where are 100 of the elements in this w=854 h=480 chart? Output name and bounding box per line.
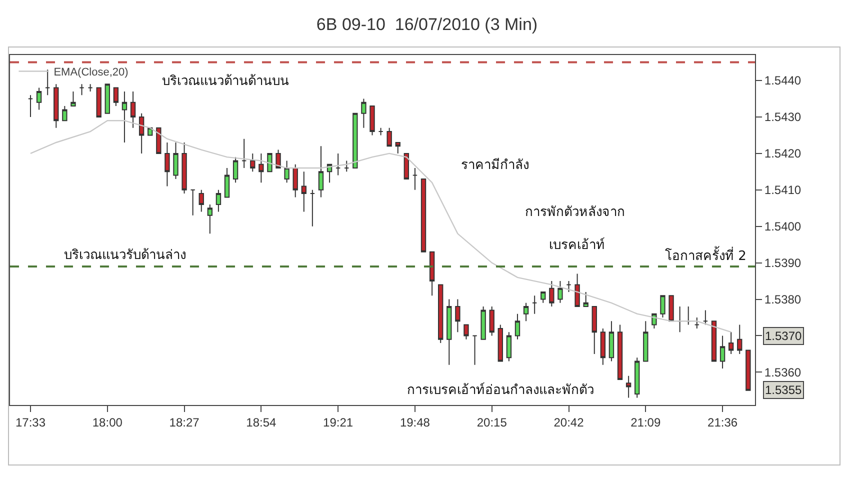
- candlestick: [626, 375, 632, 398]
- candlestick: [720, 335, 726, 370]
- annotation: การเบรคเอ้าท์อ่อนกำลงและพักตัว: [407, 382, 594, 398]
- annotation: บริเวณแนวรับด้านล่าง: [64, 248, 186, 263]
- x-tick-label: 18:54: [246, 415, 277, 430]
- annotation: การพักตัวหลังจาก: [525, 205, 625, 220]
- candlestick: [429, 251, 435, 296]
- candlestick: [592, 306, 597, 354]
- candlestick: [549, 280, 554, 308]
- candlestick: [54, 84, 59, 128]
- candlestick: [96, 87, 102, 118]
- x-tick-label: 20:42: [554, 415, 584, 430]
- candlestick: [276, 149, 281, 169]
- candlestick: [164, 142, 170, 187]
- candlestick: [232, 156, 238, 184]
- candlestick: [514, 313, 520, 340]
- candlestick: [438, 284, 444, 344]
- candlestick: [310, 189, 316, 227]
- candlestick: [344, 160, 350, 172]
- text: 1.5355: [765, 383, 802, 397]
- candlestick: [574, 273, 580, 308]
- candlestick: [532, 295, 538, 314]
- candlestick: [156, 127, 162, 154]
- x-tick-label: 18:27: [169, 415, 200, 430]
- candlestick: [258, 152, 264, 184]
- candlestick: [318, 146, 324, 198]
- candlestick: [352, 112, 358, 169]
- candlestick: [455, 298, 460, 333]
- y-tick-label: 1.5400: [764, 220, 802, 234]
- candlestick: [79, 84, 84, 96]
- candlestick: [45, 69, 50, 96]
- candlestick: [660, 295, 666, 318]
- y-tick-label: 1.5430: [764, 110, 802, 124]
- candlestick: [728, 332, 734, 354]
- x-tick-label: 19:21: [323, 415, 354, 430]
- candlestick: [506, 332, 512, 362]
- candlestick: [523, 302, 529, 322]
- candlestick: [558, 280, 563, 304]
- chart-title: 6B 09-10 16/07/2010 (3 Min): [316, 14, 538, 34]
- candlestick: [498, 324, 503, 362]
- candlestick: [540, 291, 546, 304]
- annotation: บริเวณแนวต้านด้านบน: [162, 74, 289, 89]
- y-tick-label: 1.5420: [764, 146, 802, 161]
- candlestick: [711, 320, 717, 362]
- y-tick-label: 1.5380: [764, 292, 802, 306]
- y-tick-label: 1.5410: [764, 183, 802, 198]
- candlestick: [378, 127, 384, 136]
- x-tick-label: 20:15: [476, 415, 508, 430]
- candlestick: [130, 90, 136, 128]
- candlestick: [480, 306, 486, 340]
- candlestick: [62, 106, 68, 122]
- candlestick: [583, 291, 588, 308]
- candlestick: [28, 94, 34, 118]
- candlestick: [412, 168, 418, 190]
- candlestick: [566, 280, 572, 292]
- candlestick: [207, 204, 213, 234]
- x-tick-label: 19:48: [400, 415, 430, 430]
- annotation: ราคามีกำลัง: [461, 157, 529, 173]
- annotation: เบรคเอ้าท์: [549, 237, 605, 253]
- candlestick: [737, 324, 742, 354]
- candlestick: [173, 142, 178, 180]
- candlestick: [608, 320, 614, 362]
- y-tick-label: 1.5440: [764, 74, 802, 88]
- candlestick: [88, 84, 93, 92]
- candlestick: [600, 328, 606, 366]
- candlestick: [224, 168, 230, 198]
- candlestick: [420, 178, 426, 252]
- y-tick-label: 1.5390: [764, 256, 802, 270]
- candlestick: [301, 171, 306, 212]
- x-tick-label: 21:36: [708, 415, 738, 430]
- candlestick: [284, 160, 290, 184]
- candlestick: [104, 84, 110, 114]
- candlestick: [182, 142, 187, 194]
- candlestick: [36, 87, 42, 110]
- x-tick-label: 18:00: [92, 415, 123, 430]
- candlestick: [643, 320, 648, 362]
- candlestick: [652, 313, 657, 329]
- candlestick: [634, 357, 640, 398]
- y-tick-label: 1.5360: [764, 365, 802, 380]
- candlestick: [746, 350, 751, 391]
- candlestick: [335, 152, 341, 176]
- candlestick: [242, 138, 247, 169]
- candlestick: [702, 310, 708, 326]
- candlestick: [404, 152, 410, 180]
- candlestick: [370, 106, 375, 136]
- candlestick: [395, 142, 400, 154]
- line-series: [30, 120, 732, 333]
- annotation: โอกาสครั้งที่ 2: [665, 246, 746, 264]
- candlestick: [668, 295, 674, 322]
- candlestick: [70, 90, 76, 107]
- candlestick: [472, 335, 478, 366]
- candlestick: [216, 189, 222, 212]
- candlestick: [292, 164, 298, 198]
- candlestick: [386, 127, 392, 147]
- candlestick: [122, 90, 128, 143]
- candlestick: [190, 189, 196, 216]
- candlestick: [267, 152, 272, 172]
- text: 1.5370: [765, 329, 802, 343]
- candlestick: [489, 306, 494, 336]
- candlestick: [694, 317, 700, 329]
